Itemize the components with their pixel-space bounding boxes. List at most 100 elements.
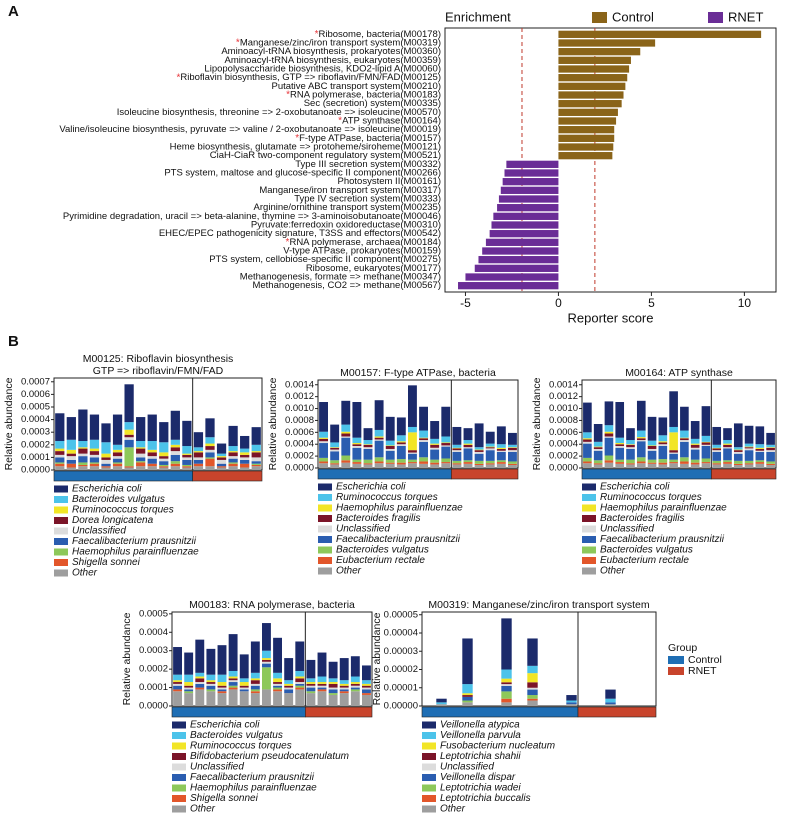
legend-swatch [318,546,332,554]
bar-segment [527,682,538,688]
bar-segment [173,691,182,706]
chart-title: M00183: RNA polymerase, bacteria [189,599,355,611]
bar-segment [669,462,678,464]
bar-segment [206,691,216,706]
bar-segment [658,417,668,436]
bar-segment [341,437,351,456]
bar-segment [184,687,194,690]
bar-segment [430,438,440,444]
bar-segment [463,440,473,444]
bar-segment [680,430,689,438]
category-label: Arginine/ornithine transport system(M002… [254,202,441,213]
bar [458,282,559,290]
bar-segment [615,459,625,463]
bar-segment [396,446,406,460]
bar-segment [317,682,327,684]
bar-segment [240,452,250,455]
bar-segment [124,384,134,423]
bar-segment [295,641,305,671]
bar-segment [112,449,123,453]
bar-segment [195,689,205,706]
bar-segment [193,466,204,470]
category-label: Valine/isoleucine biosynthesis, pyruvate… [59,124,441,135]
bar-segment [363,459,373,464]
bar-segment [496,463,506,468]
bar-segment [250,672,260,679]
legend-swatch [422,784,436,792]
bar-segment [430,462,440,465]
bar-segment [733,460,743,464]
bar-segment [733,423,743,448]
bar-segment [566,700,577,703]
bar-segment [690,449,700,460]
bar-segment [262,667,271,690]
bar-segment [723,444,732,448]
bar-segment [251,427,261,445]
category-label: Type III secretion system(M00332) [295,159,441,170]
bar-segment [658,444,668,446]
significance-marker: * [176,72,180,83]
legend-label: RNET [728,9,763,24]
bar-segment [583,402,592,433]
bar-segment [184,685,194,688]
x-tick-label: 10 [738,296,752,310]
legend-swatch [54,496,68,503]
bar-segment [89,466,100,470]
bar-segment [701,462,711,464]
legend-swatch [422,742,436,750]
y-tick-label: 0.0006 [285,427,314,438]
x-axis-label: Reporter score [568,310,654,325]
bar-segment [240,448,250,453]
bar-segment [78,447,88,449]
bar-segment [419,438,428,441]
bar-segment [341,436,351,438]
legend-label: Escherichia coli [336,482,406,493]
legend-label: Ruminococcus torques [190,741,292,752]
bar [558,82,626,90]
bar-segment [374,400,384,430]
bar-segment [350,691,360,706]
bar-segment [604,460,614,463]
legend-swatch [668,656,684,664]
bar-segment [508,465,517,468]
bar-segment [583,461,592,464]
bar-segment [101,453,111,458]
bar-segment [216,456,227,458]
bar-segment [744,447,754,449]
bar-segment [273,672,282,679]
bar-segment [441,463,451,468]
bar [474,264,559,272]
bar-segment [615,402,625,438]
bar-segment [527,689,538,696]
bar-segment [766,444,775,448]
bar-segment [89,448,100,452]
bar-segment [182,454,192,458]
bar-segment [101,457,111,460]
bar-segment [452,460,462,464]
bar [491,221,559,229]
bar-segment [396,464,406,468]
bar-segment [636,457,646,462]
bar-segment [350,685,360,688]
bar-segment [408,453,417,460]
bar-segment [690,421,700,439]
bar-segment [330,464,340,468]
bar-segment [593,460,603,464]
bar-segment [744,446,754,448]
bar-segment [669,452,678,454]
legend-swatch [582,515,596,522]
bar-segment [273,691,282,706]
bar-segment [112,466,123,470]
bar-segment [701,446,711,459]
legend-label: Ruminococcus torques [72,505,174,516]
bar-segment [419,406,428,431]
bar-segment [626,444,635,445]
bar [558,134,615,142]
bar-segment [228,678,238,681]
bar-segment [205,449,215,453]
bar-segment [501,691,512,699]
category-label: Manganese/zinc/iron transport system(M00… [240,38,441,49]
category-label: Putative ABC transport system(M00210) [272,81,442,92]
bar-segment [680,441,689,458]
bar-segment [262,623,271,651]
